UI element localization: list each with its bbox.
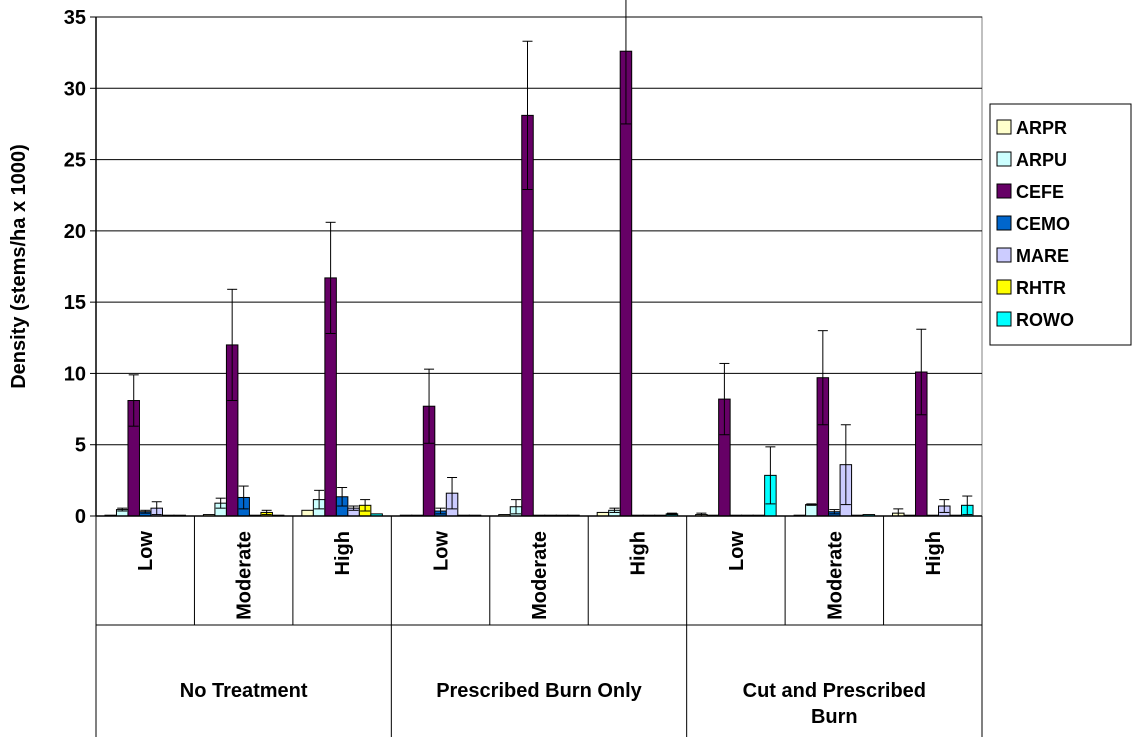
y-tick-label: 35 <box>64 7 86 29</box>
x-group-label: No Treatment <box>180 680 308 702</box>
bar-arpr <box>301 509 314 517</box>
x-category-label: Moderate <box>824 531 846 620</box>
legend-label-cefe: CEFE <box>1016 182 1064 202</box>
y-tick-label: 5 <box>75 435 86 457</box>
legend-label-arpu: ARPU <box>1016 150 1067 170</box>
x-group-label: Prescribed Burn Only <box>436 680 642 702</box>
y-tick-label: 10 <box>64 363 86 385</box>
legend-swatch-arpr <box>996 119 1012 135</box>
legend-label-rhtr: RHTR <box>1016 278 1066 298</box>
x-category-label: High <box>923 531 945 575</box>
bar-arpu <box>805 504 818 517</box>
x-category-label: Low <box>135 531 157 571</box>
legend-label-cemo: CEMO <box>1016 214 1070 234</box>
legend-swatch-cefe <box>996 183 1012 199</box>
legend-label-mare: MARE <box>1016 246 1069 266</box>
x-category-label: High <box>332 531 354 575</box>
y-tick-label: 20 <box>64 221 86 243</box>
legend-swatch-rowo <box>996 311 1012 327</box>
legend-box <box>989 103 1132 346</box>
legend-swatch-cemo <box>996 215 1012 231</box>
x-category-label: High <box>627 531 649 575</box>
legend-swatch-arpu <box>996 151 1012 167</box>
x-category-label: Moderate <box>234 531 256 620</box>
y-tick-label: 25 <box>64 150 86 172</box>
plot-background <box>95 16 983 517</box>
x-category-label: Low <box>726 531 748 571</box>
axes <box>90 16 982 517</box>
y-tick-label: 15 <box>64 292 86 314</box>
y-tick-labels: 0 5 10 15 20 25 30 35 <box>64 7 86 528</box>
gridlines <box>96 16 982 446</box>
y-tick-label: 30 <box>64 78 86 100</box>
x-category-labels: Low Moderate High Low Moderate High Low Moderat… <box>95 516 983 737</box>
x-category-label: Low <box>431 531 453 571</box>
legend: ARPR ARPU CEFE CEMO MARE RHTR ROWO <box>989 103 1132 346</box>
y-tick-label: 0 <box>75 506 86 528</box>
plot-area <box>95 16 983 517</box>
legend-swatch-mare <box>996 247 1012 263</box>
x-category-label: Moderate <box>529 531 551 620</box>
y-axis-title: Density (stems/ha x 1000) <box>8 144 30 389</box>
x-group-label: Cut and Prescribed Burn <box>743 680 926 728</box>
legend-label-arpr: ARPR <box>1016 118 1067 138</box>
legend-label-rowo: ROWO <box>1016 310 1074 330</box>
legend-swatch-rhtr <box>996 279 1012 295</box>
